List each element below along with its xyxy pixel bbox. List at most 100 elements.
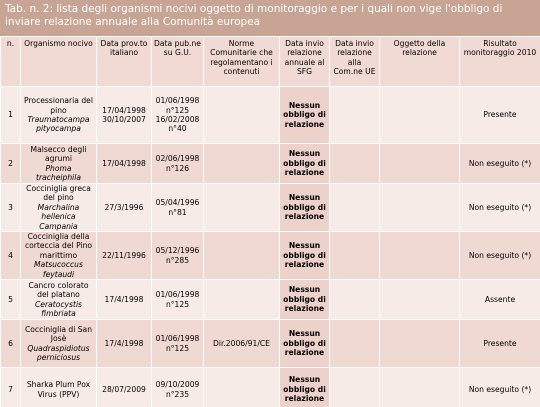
date-prov: 17/04/1998 xyxy=(102,105,146,115)
date-pub: 01/06/1998 n°125 xyxy=(155,290,200,309)
result-cell: Non eseguito (*) xyxy=(459,231,540,281)
report-object-cell xyxy=(379,367,460,407)
organism-cell: Sharka Plum Pox Virus (PPV) xyxy=(20,367,97,407)
report-sfg-cell: Nessun obbligo di relazione xyxy=(279,143,330,184)
scientific-name: Quadraspidiotus perniciosus xyxy=(27,343,90,362)
table: n. Organismo nocivo Data prov.to italiano D… xyxy=(0,36,540,407)
report-object-cell xyxy=(379,86,460,144)
scientific-name: Marchalina hellenica xyxy=(37,202,80,222)
organism-name: Cocciniglia di San Josè xyxy=(24,324,93,344)
date-pub: 16/02/2008 n°40 xyxy=(155,115,200,134)
report-object-cell xyxy=(379,319,460,369)
date-pub-cell: 01/06/1998 n°125 xyxy=(151,279,204,321)
date-prov: 30/10/2007 xyxy=(102,115,146,124)
organism-cell: Cocciniglia della corteccia del Pino mar… xyxy=(20,231,97,281)
report-sfg-cell: Nessun obbligo di relazione xyxy=(279,86,330,144)
result-cell: Assente xyxy=(459,279,540,321)
report-ue-cell xyxy=(329,182,380,233)
date-pub: 02/06/1998 n°126 xyxy=(155,154,200,173)
row-number: 1 xyxy=(0,86,21,144)
organism-name: Cocciniglia della corteccia del Pino mar… xyxy=(24,232,93,260)
result-cell: Non eseguito (*) xyxy=(459,367,540,407)
table-row: 4 Cocciniglia della corteccia del Pino ma… xyxy=(0,231,540,281)
date-pub-cell: 02/06/1998 n°126 xyxy=(151,143,204,184)
row-number: 4 xyxy=(0,231,21,281)
table-row: 2 Malsecco degli agrumi Phoma tracheiphila… xyxy=(0,143,540,184)
report-sfg-cell: Nessun obbligo di relazione xyxy=(279,182,330,233)
organism-name: Cancro colorato del platano xyxy=(28,280,89,300)
organism-name: Cocciniglia greca del pino xyxy=(26,184,91,203)
column-header: Data invio relazione annuale al SFG xyxy=(279,36,330,87)
organism-note: Campania xyxy=(39,221,78,231)
organism-cell: Cocciniglia di San Josè Quadraspidiotus p… xyxy=(20,319,97,369)
norms-cell xyxy=(203,367,280,407)
norms-cell xyxy=(203,86,280,144)
result-cell: Non eseguito (*) xyxy=(459,182,540,233)
date-prov: 17/04/1998 xyxy=(102,158,146,168)
table-title: Tab. n. 2: lista degli organismi nocivi … xyxy=(0,0,540,36)
report-ue-cell xyxy=(329,86,380,144)
report-sfg-cell: Nessun obbligo di relazione xyxy=(279,231,330,281)
row-number: 6 xyxy=(0,319,21,369)
norms-cell xyxy=(203,279,280,321)
report-ue-cell xyxy=(329,279,380,321)
column-header: Organismo nocivo xyxy=(20,36,97,87)
date-prov-cell: 17/04/1998 30/10/2007 xyxy=(96,86,152,144)
table-row: 1 Processionaria del pino Traumatocampa pi… xyxy=(0,86,540,144)
date-pub-cell: 05/12/1996 n°285 xyxy=(151,231,204,281)
report-object-cell xyxy=(379,231,460,281)
column-header: Risultato monitoraggio 2010 xyxy=(459,36,540,87)
table-row: 7 Sharka Plum Pox Virus (PPV) 28/07/2009 09… xyxy=(0,367,540,407)
report-ue-cell xyxy=(329,319,380,369)
date-prov-cell: 17/04/1998 xyxy=(96,143,152,184)
date-prov-cell: 27/3/1996 xyxy=(96,182,152,233)
result-cell: Non eseguito (*) xyxy=(459,143,540,184)
date-prov-cell: 22/11/1996 xyxy=(96,231,152,281)
date-prov: 17/4/1998 xyxy=(104,294,144,304)
column-header: Oggetto della relazione xyxy=(379,36,460,87)
report-sfg-cell: Nessun obbligo di relazione xyxy=(279,367,330,407)
table-row: 5 Cancro colorato del platano Ceratocystis… xyxy=(0,279,540,321)
column-header: Data prov.to italiano xyxy=(96,36,152,87)
date-prov: 28/07/2009 xyxy=(102,384,146,394)
result-cell: Presente xyxy=(459,319,540,369)
report-ue-cell xyxy=(329,231,380,281)
date-prov: 22/11/1996 xyxy=(102,250,146,260)
header-row: n. Organismo nocivo Data prov.to italiano D… xyxy=(0,36,540,87)
report-object-cell xyxy=(379,279,460,321)
row-number: 5 xyxy=(0,279,21,321)
report-ue-cell xyxy=(329,367,380,407)
norms-cell xyxy=(203,231,280,281)
column-header: Data invio relazione alla Com.ne UE xyxy=(329,36,380,87)
table-row: 6 Cocciniglia di San Josè Quadraspidiotus … xyxy=(0,319,540,369)
date-prov: 17/4/1998 xyxy=(104,338,144,348)
organism-cell: Cancro colorato del platano Ceratocystis … xyxy=(20,279,97,321)
date-pub-cell: 09/10/2009 n°235 xyxy=(151,367,204,407)
date-pub-cell: 01/06/1998 n°125 xyxy=(151,319,204,369)
organism-name: Processionaria del pino xyxy=(24,96,93,115)
column-header: Data pub.ne su G.U. xyxy=(151,36,204,87)
date-prov-cell: 28/07/2009 xyxy=(96,367,152,407)
date-pub: 01/06/1998 n°125 xyxy=(155,96,200,115)
report-sfg-cell: Nessun obbligo di relazione xyxy=(279,319,330,369)
scientific-name: Traumatocampa pityocampa xyxy=(27,115,90,134)
organism-cell: Processionaria del pino Traumatocampa pit… xyxy=(20,86,97,144)
report-object-cell xyxy=(379,182,460,233)
norms-cell: Dir.2006/91/CE xyxy=(203,319,280,369)
date-prov-cell: 17/4/1998 xyxy=(96,279,152,321)
date-pub: 05/12/1996 n°285 xyxy=(155,246,200,265)
date-pub-cell: 05/04/1996 n°81 xyxy=(151,182,204,233)
organism-name: Malsecco degli agrumi xyxy=(30,144,87,164)
organism-cell: Cocciniglia greca del pino Marchalina hel… xyxy=(20,182,97,233)
column-header: n. xyxy=(0,36,21,87)
date-pub: 05/04/1996 n°81 xyxy=(155,198,200,217)
row-number: 2 xyxy=(0,143,21,184)
date-pub-cell: 01/06/1998 n°125 16/02/2008 n°40 xyxy=(151,86,204,144)
date-pub: 09/10/2009 n°235 xyxy=(155,380,200,399)
date-pub: 01/06/1998 n°125 xyxy=(155,334,200,353)
column-header: Norme Comunitarie che regolamentano i co… xyxy=(203,36,280,87)
row-number: 3 xyxy=(0,182,21,233)
table-body: 1 Processionaria del pino Traumatocampa pi… xyxy=(0,86,540,407)
norms-cell xyxy=(203,182,280,233)
